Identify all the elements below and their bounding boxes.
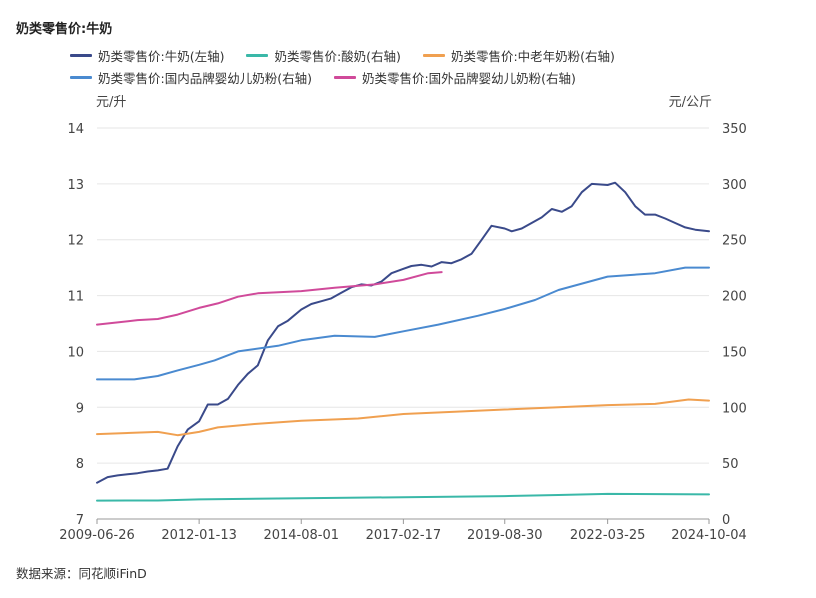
x-tick-label: 2012-01-13	[161, 528, 237, 543]
right-tick-label: 200	[722, 290, 747, 305]
left-tick-label: 8	[76, 457, 84, 472]
series-line-1	[96, 492, 710, 502]
series-line-4	[96, 271, 443, 326]
legend-label: 奶类零售价:酸奶(右轴)	[274, 48, 401, 64]
legend-label: 奶类零售价:中老年奶粉(右轴)	[450, 48, 615, 64]
right-tick-label: 100	[722, 401, 747, 416]
right-unit-label: 元/公斤	[669, 95, 712, 110]
legend-label: 奶类零售价:国外品牌婴幼儿奶粉(右轴)	[361, 70, 576, 86]
legend-swatch	[333, 75, 356, 79]
right-tick-label: 350	[722, 122, 747, 137]
left-tick-label: 10	[67, 345, 84, 360]
right-tick-label: 50	[722, 457, 739, 472]
chart-title: 奶类零售价:牛奶	[16, 22, 113, 37]
left-tick-label: 7	[76, 513, 84, 528]
legend-label: 奶类零售价:国内品牌婴幼儿奶粉(右轴)	[98, 70, 312, 86]
legend-label: 奶类零售价:牛奶(左轴)	[98, 48, 225, 64]
legend-swatch	[422, 53, 445, 57]
left-tick-label: 14	[67, 122, 84, 137]
x-tick-label: 2022-03-25	[570, 528, 646, 543]
series-line-3	[96, 266, 710, 381]
left-tick-label: 9	[76, 401, 84, 416]
legend-item-domestic-infant[interactable]: 奶类零售价:国内品牌婴幼儿奶粉(右轴)	[70, 68, 312, 87]
series-line-2	[96, 398, 710, 437]
x-tick-label: 2019-08-30	[467, 528, 543, 543]
legend-item-milk[interactable]: 奶类零售价:牛奶(左轴)	[70, 46, 224, 65]
legend-item-yogurt[interactable]: 奶类零售价:酸奶(右轴)	[246, 46, 401, 65]
data-source: 数据来源：同花顺iFinD	[16, 566, 147, 581]
left-tick-label: 12	[67, 234, 84, 249]
legend-swatch	[70, 53, 92, 57]
left-tick-label: 13	[67, 178, 84, 193]
right-tick-label: 150	[722, 345, 747, 360]
legend-item-foreign-infant[interactable]: 奶类零售价:国外品牌婴幼儿奶粉(右轴)	[333, 68, 576, 87]
legend-swatch	[246, 53, 269, 57]
x-tick-label: 2024-10-04	[671, 528, 747, 543]
legend-swatch	[70, 75, 92, 79]
x-tick-label: 2014-08-01	[263, 528, 339, 543]
x-tick-label: 2009-06-26	[59, 528, 135, 543]
x-tick-label: 2017-02-17	[366, 528, 442, 543]
right-tick-label: 250	[722, 234, 747, 249]
legend: 奶类零售价:牛奶(左轴) 奶类零售价:酸奶(右轴) 奶类零售价:中老年奶粉(右轴…	[70, 44, 750, 88]
right-tick-label: 0	[722, 513, 730, 528]
series-line-0	[96, 181, 710, 484]
legend-item-senior-powder[interactable]: 奶类零售价:中老年奶粉(右轴)	[422, 46, 615, 65]
right-tick-label: 300	[722, 178, 747, 193]
left-tick-label: 11	[67, 290, 84, 305]
left-unit-label: 元/升	[96, 95, 126, 110]
